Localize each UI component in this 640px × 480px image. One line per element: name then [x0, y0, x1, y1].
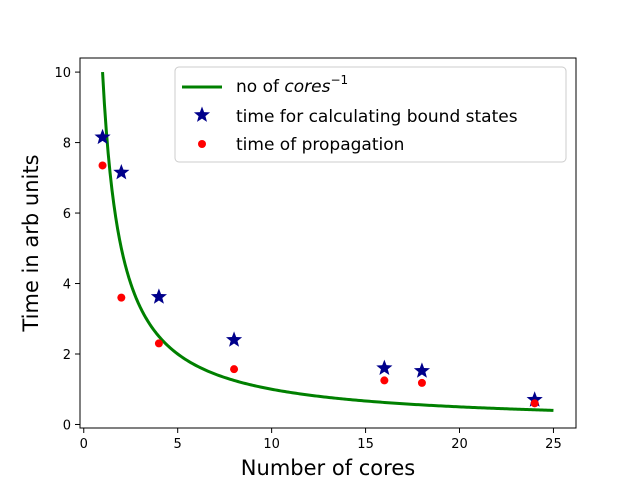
- x-tick-label: 20: [451, 437, 468, 452]
- y-tick-label: 10: [54, 66, 71, 81]
- propagation-point: [98, 161, 107, 170]
- bound-state-point: [94, 128, 111, 145]
- legend-curve-label-prefix: no of: [236, 77, 284, 97]
- x-tick-label: 5: [174, 437, 182, 452]
- inverse-cores-curve: [101, 72, 554, 412]
- bound-state-point: [113, 164, 130, 180]
- legend-star-marker: [193, 106, 211, 122]
- bound-state-point: [225, 331, 243, 347]
- axes-frame: [79, 57, 577, 429]
- bound-state-point: [413, 362, 431, 378]
- x-tick-label: 15: [357, 437, 374, 452]
- y-tick-label: 6: [63, 207, 71, 222]
- y-axis-label: Time in arb units: [19, 154, 43, 332]
- series-bound-states: [94, 128, 543, 407]
- series-propagation: [98, 161, 539, 408]
- legend-series-label: time for calculating bound states: [236, 107, 518, 127]
- legend-curve-label-exponent: −1: [330, 73, 348, 87]
- legend-series-label: time of propagation: [236, 135, 404, 155]
- propagation-point: [417, 378, 426, 387]
- series-layer: [94, 128, 543, 408]
- plot-area: [94, 72, 554, 412]
- x-tick-label: 0: [80, 437, 88, 452]
- propagation-point: [230, 365, 239, 374]
- bound-state-point: [150, 288, 167, 304]
- propagation-point: [154, 339, 163, 348]
- y-tick-label: 0: [63, 418, 71, 433]
- y-tick-label: 4: [63, 278, 71, 293]
- legend-box: [174, 66, 567, 163]
- bound-state-point: [376, 359, 393, 375]
- x-tick-label: 10: [263, 437, 280, 452]
- bound-state-point: [526, 391, 543, 407]
- x-axis-label: Number of cores: [241, 456, 415, 480]
- y-tick-label: 2: [63, 348, 71, 363]
- ticks-layer: 0 5 10 15 20 25 0 2 4 6 8 10: [54, 66, 561, 452]
- propagation-point: [530, 399, 539, 408]
- propagation-point: [117, 293, 126, 302]
- legend-circle-marker: [198, 140, 206, 148]
- legend-series: time for calculating bound states time of…: [193, 106, 518, 155]
- propagation-point: [380, 376, 389, 385]
- legend: no of cores−1 time for calculating bound…: [174, 66, 567, 163]
- x-tick-label: 25: [545, 437, 562, 452]
- y-tick-label: 8: [63, 137, 71, 152]
- legend-curve-label: no of cores−1: [236, 73, 348, 97]
- legend-curve-label-base: cores: [284, 77, 330, 97]
